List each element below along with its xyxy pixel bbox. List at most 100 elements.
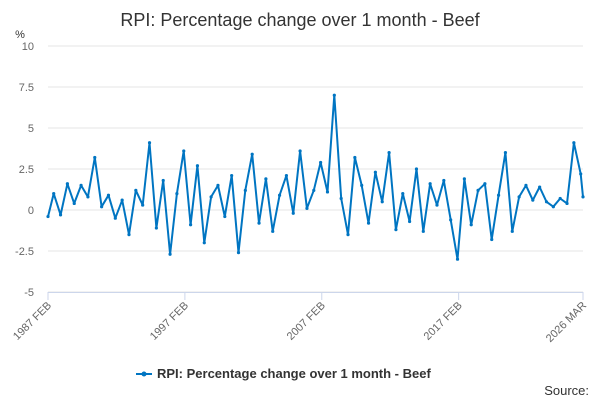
y-tick-label: 0 xyxy=(28,205,34,217)
data-point[interactable] xyxy=(195,164,200,168)
data-point[interactable] xyxy=(141,203,145,207)
legend-label[interactable]: RPI: Percentage change over 1 month - Be… xyxy=(157,366,431,381)
x-tick-label: 2017 FEB xyxy=(422,300,465,343)
data-point[interactable] xyxy=(572,141,576,145)
data-point[interactable] xyxy=(312,188,316,192)
data-point[interactable] xyxy=(325,190,330,194)
data-point[interactable] xyxy=(483,182,487,186)
data-point[interactable] xyxy=(565,201,569,206)
data-point[interactable] xyxy=(428,182,432,186)
data-point[interactable] xyxy=(469,223,473,227)
legend[interactable]: RPI: Percentage change over 1 month - Be… xyxy=(136,366,431,381)
data-point[interactable] xyxy=(230,173,234,178)
x-tick-label: 1997 FEB xyxy=(148,300,191,343)
chart-title: RPI: Percentage change over 1 month - Be… xyxy=(120,10,480,30)
data-point[interactable] xyxy=(120,198,124,202)
data-point[interactable] xyxy=(531,198,535,202)
data-point[interactable] xyxy=(243,188,247,192)
data-point[interactable] xyxy=(496,193,501,197)
data-point[interactable] xyxy=(182,149,186,153)
data-point[interactable] xyxy=(100,205,104,209)
data-point[interactable] xyxy=(510,229,514,233)
y-axis: 10 7.5 5 2.5 0 -2.5 -5 xyxy=(15,41,34,299)
y-tick-label: 2.5 xyxy=(19,164,34,176)
data-point[interactable] xyxy=(517,195,521,199)
data-point[interactable] xyxy=(490,237,494,242)
data-point[interactable] xyxy=(319,160,323,165)
data-point[interactable] xyxy=(202,241,206,245)
data-point[interactable] xyxy=(394,228,398,232)
data-point[interactable] xyxy=(581,195,585,199)
data-point[interactable] xyxy=(291,211,295,215)
data-point[interactable] xyxy=(134,188,138,192)
data-point[interactable] xyxy=(58,213,63,217)
data-point[interactable] xyxy=(332,93,336,97)
data-point[interactable] xyxy=(113,216,117,220)
data-point[interactable] xyxy=(387,151,391,155)
data-point[interactable] xyxy=(544,200,549,204)
data-point[interactable] xyxy=(476,188,480,192)
data-point[interactable] xyxy=(257,221,261,225)
data-point[interactable] xyxy=(271,229,275,233)
data-point[interactable] xyxy=(373,170,377,174)
data-point[interactable] xyxy=(551,205,555,209)
data-point[interactable] xyxy=(462,177,466,181)
y-tick-label: 10 xyxy=(22,41,34,53)
y-tick-label: 7.5 xyxy=(19,82,34,94)
x-tick-label: 2007 FEB xyxy=(285,300,328,343)
y-axis-unit: % xyxy=(15,29,25,41)
x-tick-label: 1987 FEB xyxy=(11,300,54,343)
data-point[interactable] xyxy=(503,151,508,155)
data-point[interactable] xyxy=(175,192,179,196)
data-point[interactable] xyxy=(161,178,165,183)
data-point[interactable] xyxy=(449,218,453,222)
legend-swatch-marker xyxy=(141,371,147,377)
data-point[interactable] xyxy=(168,252,172,256)
data-point[interactable] xyxy=(442,178,446,183)
data-point[interactable] xyxy=(106,193,111,197)
data-point[interactable] xyxy=(558,196,562,201)
data-point[interactable] xyxy=(264,177,268,181)
data-point[interactable] xyxy=(216,183,220,187)
data-point[interactable] xyxy=(305,206,309,210)
data-point[interactable] xyxy=(147,141,152,145)
data-point[interactable] xyxy=(79,183,83,187)
data-point[interactable] xyxy=(52,192,56,196)
data-point[interactable] xyxy=(223,214,227,219)
data-point[interactable] xyxy=(339,196,343,201)
source-label: Source: xyxy=(544,383,589,398)
data-point[interactable] xyxy=(435,203,439,207)
data-point[interactable] xyxy=(93,155,97,160)
data-point[interactable] xyxy=(421,229,425,233)
data-point[interactable] xyxy=(353,155,357,160)
data-point[interactable] xyxy=(455,257,460,261)
data-point[interactable] xyxy=(298,149,302,153)
data-point[interactable] xyxy=(366,221,371,225)
data-point[interactable] xyxy=(127,233,131,237)
y-tick-label: -2.5 xyxy=(15,246,34,258)
data-point[interactable] xyxy=(524,183,528,187)
series-line[interactable] xyxy=(47,94,584,261)
data-point[interactable] xyxy=(250,152,254,156)
data-point[interactable] xyxy=(188,223,193,227)
data-point[interactable] xyxy=(65,182,69,186)
data-point[interactable] xyxy=(284,173,289,178)
data-point[interactable] xyxy=(86,195,90,199)
data-point[interactable] xyxy=(236,251,241,255)
data-point[interactable] xyxy=(209,195,213,199)
data-point[interactable] xyxy=(380,200,384,204)
data-point[interactable] xyxy=(346,233,350,237)
data-point[interactable] xyxy=(414,167,419,171)
series-line-group[interactable] xyxy=(46,93,585,261)
data-point[interactable] xyxy=(360,183,364,187)
data-point[interactable] xyxy=(538,185,542,189)
y-tick-label: -5 xyxy=(24,287,34,299)
data-point[interactable] xyxy=(408,219,412,224)
data-point[interactable] xyxy=(46,214,50,219)
data-point[interactable] xyxy=(154,226,158,230)
data-point[interactable] xyxy=(72,201,76,206)
data-point[interactable] xyxy=(277,193,282,197)
data-point[interactable] xyxy=(579,172,583,176)
data-point[interactable] xyxy=(401,192,405,196)
